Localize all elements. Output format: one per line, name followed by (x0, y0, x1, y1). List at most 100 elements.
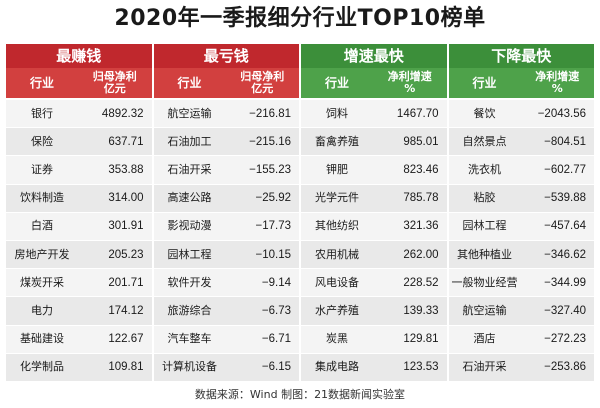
industry-name: 石油开采 (167, 163, 212, 176)
industry-name: 自然景点 (462, 134, 507, 148)
metric-value: 109.81 (108, 361, 144, 374)
table-row: 钾肥 823.46 (301, 156, 447, 185)
table-body: 饲料 1467.70 畜禽养殖 985.01 钾肥 823.46 光学元件 785.78 其他纺… (301, 100, 447, 383)
metric-value: −539.88 (544, 192, 586, 205)
industry-name: 旅游综合 (167, 304, 212, 318)
table-row: 高速公路 −25.92 (153, 184, 299, 213)
column-headers: 行业 净利增速 % (301, 68, 447, 100)
panel-header: 最亏钱 (153, 44, 299, 68)
column-headers: 行业 归母净利 亿元 (153, 68, 299, 100)
table-row: 粘胶 −539.88 (448, 184, 594, 213)
column-header-industry: 行业 (29, 76, 54, 90)
metric-value: −6.15 (261, 361, 291, 374)
industry-name: 房地产开发 (14, 247, 70, 261)
industry-name: 粘胶 (473, 191, 496, 205)
metric-value: −216.81 (249, 107, 291, 120)
metric-value: −155.23 (249, 164, 291, 176)
industry-name: 风电设备 (315, 275, 359, 289)
industry-name: 证券 (31, 163, 53, 176)
industry-name: 农用机械 (315, 247, 359, 261)
metric-value: −2043.56 (537, 107, 586, 120)
table-row: 证券 353.88 (6, 156, 152, 185)
table-row: 饮料制造 314.00 (6, 184, 152, 213)
industry-name: 影视动漫 (167, 219, 212, 233)
industry-name: 基础建设 (20, 332, 64, 346)
table-row: 白酒 301.91 (6, 212, 152, 242)
table-row: 石油加工 −215.16 (153, 128, 299, 157)
table-row: 航空运输 −216.81 (153, 100, 299, 129)
metric-value: −6.71 (261, 333, 291, 346)
industry-name: 航空运输 (167, 106, 212, 120)
table-row: 石油开采 −155.23 (153, 156, 299, 185)
table-row: 旅游综合 −6.73 (153, 297, 299, 326)
industry-name: 计算机设备 (162, 360, 217, 374)
industry-name: 其他种植业 (457, 247, 512, 261)
panel-header: 增速最快 (301, 44, 447, 68)
industry-name: 汽车整车 (167, 332, 212, 346)
metric-value: −804.51 (544, 135, 586, 148)
metric-value: 785.78 (403, 192, 439, 205)
industry-name: 煤炭开采 (20, 275, 64, 289)
metric-value: −10.15 (255, 248, 292, 261)
metric-value: −344.99 (544, 276, 586, 289)
table-row: 光学元件 785.78 (301, 184, 447, 213)
industry-name: 软件开发 (167, 275, 212, 289)
table-row: 园林工程 −457.64 (448, 212, 594, 242)
industry-name: 光学元件 (315, 191, 359, 205)
table-row: 酒店 −272.23 (448, 325, 594, 354)
industry-name: 餐饮 (473, 106, 496, 120)
metric-value: 823.46 (403, 164, 439, 176)
panel-fastest-growth: 增速最快 行业 净利增速 % 饲料 1467.70 畜禽养殖 985.01 钾肥 823.46 光… (301, 44, 447, 383)
metric-value: 228.52 (403, 276, 439, 289)
industry-name: 一般物业经营 (451, 275, 518, 289)
column-header-metric: 净利增速 % (387, 70, 432, 95)
industry-name: 畜禽养殖 (315, 134, 359, 148)
table-row: 保险 637.71 (6, 128, 152, 157)
panel-most-profitable: 最赚钱 行业 归母净利 亿元 银行 4892.32 保险 637.71 证券 353.88 饮料制… (6, 44, 152, 383)
industry-name: 炭黑 (326, 332, 348, 346)
column-header-industry: 行业 (324, 76, 349, 90)
column-header-metric: 归母净利 亿元 (92, 70, 137, 95)
industry-name: 园林工程 (462, 219, 507, 233)
table-row: 电力 174.12 (6, 297, 152, 326)
metric-value: −215.16 (249, 135, 291, 148)
metric-value: 314.00 (108, 192, 144, 205)
metric-value: 139.33 (403, 305, 439, 318)
table-row: 农用机械 262.00 (301, 241, 447, 270)
industry-name: 石油加工 (167, 134, 212, 148)
metric-value: 637.71 (108, 135, 144, 148)
metric-value: 301.91 (108, 220, 144, 233)
industry-name: 其他纺织 (315, 219, 359, 233)
industry-name: 化学制品 (20, 360, 64, 374)
metric-value: 262.00 (403, 248, 439, 261)
panel-header: 下降最快 (448, 44, 594, 68)
industry-name: 电力 (31, 304, 53, 318)
metric-value: 985.01 (403, 135, 439, 148)
source-footer: 数据来源：Wind 制图：21数据新闻实验室 (194, 388, 406, 401)
metric-value: −253.86 (544, 361, 586, 374)
metric-value: −327.40 (544, 305, 586, 318)
table-row: 园林工程 −10.15 (153, 241, 299, 270)
table-row: 计算机设备 −6.15 (153, 353, 299, 383)
table-row: 洗衣机 −602.77 (448, 156, 594, 185)
table-row: 化学制品 109.81 (6, 353, 152, 383)
industry-name: 园林工程 (167, 247, 212, 261)
industry-name: 酒店 (473, 332, 496, 346)
table-row: 风电设备 228.52 (301, 269, 447, 298)
table-row: 其他纺织 321.36 (301, 212, 447, 242)
table-row: 石油开采 −253.86 (448, 353, 594, 383)
industry-name: 银行 (31, 106, 53, 120)
column-headers: 行业 净利增速 % (448, 68, 594, 100)
metric-value: −457.64 (544, 220, 586, 233)
table-row: 畜禽养殖 985.01 (301, 128, 447, 157)
table-row: 煤炭开采 201.71 (6, 269, 152, 298)
metric-value: 174.12 (108, 305, 144, 318)
metric-value: −602.77 (544, 164, 586, 176)
metric-value: 201.71 (108, 276, 144, 289)
industry-name: 航空运输 (462, 304, 507, 318)
page-title: 2020年一季报细分行业TOP10榜单 (114, 6, 486, 31)
panel-fastest-decline: 下降最快 行业 净利增速 % 餐饮 −2043.56 自然景点 −804.51 洗衣机 −602… (448, 44, 594, 383)
table-row: 其他种植业 −346.62 (448, 241, 594, 270)
table-row: 航空运输 −327.40 (448, 297, 594, 326)
table-row: 基础建设 122.67 (6, 325, 152, 354)
